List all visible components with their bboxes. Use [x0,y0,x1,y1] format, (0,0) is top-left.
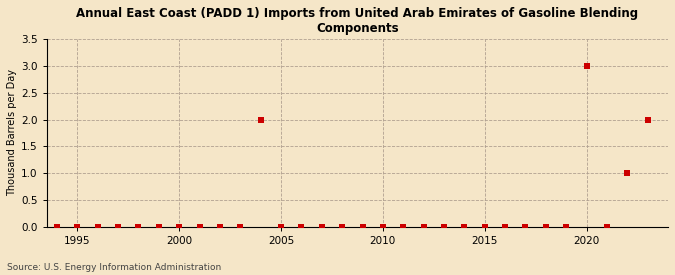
Text: Source: U.S. Energy Information Administration: Source: U.S. Energy Information Administ… [7,263,221,272]
Y-axis label: Thousand Barrels per Day: Thousand Barrels per Day [7,70,17,196]
Title: Annual East Coast (PADD 1) Imports from United Arab Emirates of Gasoline Blendin: Annual East Coast (PADD 1) Imports from … [76,7,639,35]
